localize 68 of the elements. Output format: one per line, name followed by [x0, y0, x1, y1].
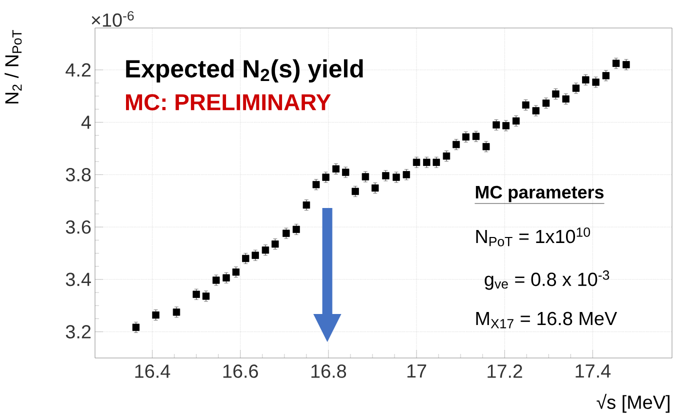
x-tick-label: 16.6	[223, 364, 258, 378]
y-tick-label: 4.2	[66, 63, 91, 77]
point	[272, 240, 279, 248]
point	[252, 252, 259, 260]
point	[622, 61, 630, 68]
y-axis-title: N$_{2}$ / N$_{PoT}$	[4, 30, 22, 104]
point	[432, 158, 440, 166]
point	[192, 290, 200, 298]
point	[132, 324, 140, 332]
point	[522, 102, 530, 109]
point	[423, 158, 430, 166]
point	[212, 276, 220, 284]
x-tick-label: 17.2	[488, 364, 522, 378]
x-axis-title: √s [MeV]	[596, 394, 670, 413]
point	[232, 268, 240, 276]
point	[322, 174, 330, 181]
x-tick-label: 17.4	[576, 364, 611, 378]
y-tick-label: 3.6	[66, 220, 91, 234]
point	[572, 84, 580, 92]
text: Expected N$_{2}$(s) yield	[126, 59, 363, 83]
y-tick-label: 3.2	[66, 325, 91, 339]
point	[502, 122, 510, 130]
point	[222, 274, 230, 282]
point	[342, 168, 350, 176]
point	[512, 117, 520, 125]
annotation: M$_{X17}$ = 16.8 MeV	[476, 312, 618, 328]
x-tick-label: 17	[407, 364, 426, 378]
point	[482, 143, 490, 150]
point	[442, 152, 450, 160]
point	[592, 78, 600, 86]
point	[352, 188, 359, 196]
point	[202, 292, 210, 300]
point	[372, 184, 379, 192]
point	[362, 173, 370, 180]
point	[382, 172, 390, 180]
text: ×10$^{-6}$	[92, 11, 134, 27]
point	[332, 165, 340, 173]
point	[532, 107, 540, 114]
point	[282, 230, 290, 238]
y-tick-label: 3.4	[66, 272, 91, 286]
point	[562, 95, 570, 103]
x-tick-label: 16.4	[135, 364, 170, 378]
point	[582, 76, 590, 84]
point	[402, 171, 410, 178]
point	[152, 312, 160, 319]
point	[302, 202, 310, 209]
point	[392, 174, 400, 181]
point	[552, 90, 560, 98]
y-tick-label: 3.8	[66, 168, 91, 182]
point	[542, 100, 550, 107]
point	[452, 141, 460, 148]
point	[472, 132, 480, 140]
text: MC: PRELIMINARY	[126, 94, 331, 110]
annotation: N$_{PoT}$ = 1x10$^{10}$	[476, 228, 590, 246]
annotation: MC parameters	[476, 186, 604, 202]
point	[172, 308, 180, 316]
x-tick-label: 16.8	[311, 364, 346, 378]
point	[602, 72, 610, 80]
point	[492, 121, 500, 129]
point	[612, 60, 620, 68]
point	[412, 158, 420, 166]
y-tick-label: 4	[81, 116, 91, 129]
point	[242, 254, 250, 262]
point	[262, 246, 270, 254]
annotation: g$_{ve}$ = 0.8 x 10$^{-3}$	[484, 270, 610, 290]
point	[462, 133, 470, 141]
point	[312, 181, 320, 188]
point	[292, 226, 300, 234]
